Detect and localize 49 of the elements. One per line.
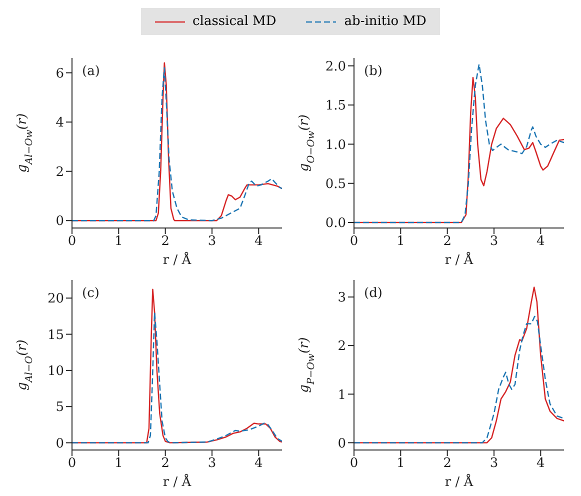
y-tick-label: 0	[338, 436, 346, 452]
x-tick-label: 2	[161, 234, 170, 250]
legend-label: classical MD	[192, 14, 276, 29]
x-tick-label: 4	[536, 234, 545, 250]
x-tick-label: 1	[114, 234, 123, 250]
y-tick-label: 0	[56, 214, 64, 230]
y-tick-label: 20	[47, 292, 64, 307]
x-tick-label: 2	[161, 456, 170, 472]
x-axis-title: r / Å	[444, 473, 474, 490]
y-tick-label: 5	[56, 400, 64, 416]
x-axis-title: r / Å	[444, 251, 474, 268]
x-tick-label: 0	[350, 456, 358, 472]
x-tick-label: 4	[536, 456, 545, 472]
x-tick-label: 1	[396, 456, 405, 472]
legend-label: ab-initio MD	[344, 14, 426, 29]
y-tick-label: 4	[56, 116, 64, 131]
x-tick-label: 0	[68, 234, 76, 250]
x-tick-label: 1	[114, 456, 123, 472]
y-tick-label: 6	[56, 66, 64, 82]
y-tick-label: 0	[56, 436, 64, 452]
y-tick-label: 1	[338, 388, 346, 403]
line-series	[354, 316, 564, 444]
y-tick-label: 15	[47, 328, 64, 343]
y-tick-label: 0.0	[325, 216, 346, 232]
x-tick-label: 0	[350, 234, 358, 250]
x-tick-label: 3	[490, 234, 498, 250]
x-tick-label: 4	[254, 234, 263, 250]
y-tick-label: 3	[338, 290, 346, 306]
y-tick-label: 10	[47, 364, 64, 380]
x-tick-label: 1	[396, 234, 405, 250]
annotation: (a)	[82, 64, 100, 79]
y-tick-label: 2	[338, 339, 346, 354]
x-axis-title: r / Å	[162, 473, 192, 490]
x-tick-label: 3	[490, 456, 498, 472]
y-tick-label: 1.5	[325, 98, 346, 114]
annotation: (b)	[364, 64, 382, 79]
y-tick-label: 2	[56, 164, 64, 180]
annotation: (c)	[82, 286, 100, 301]
x-tick-label: 2	[443, 234, 452, 250]
y-tick-label: 1.0	[325, 138, 346, 153]
x-tick-label: 2	[443, 456, 452, 472]
x-tick-label: 4	[254, 456, 263, 472]
x-axis-title: r / Å	[162, 251, 192, 268]
y-tick-label: 0.5	[325, 176, 346, 192]
annotation: (d)	[364, 286, 382, 301]
x-tick-label: 0	[68, 456, 76, 472]
y-tick-label: 2.0	[325, 59, 346, 74]
x-tick-label: 3	[208, 456, 216, 472]
x-tick-label: 3	[208, 234, 216, 250]
